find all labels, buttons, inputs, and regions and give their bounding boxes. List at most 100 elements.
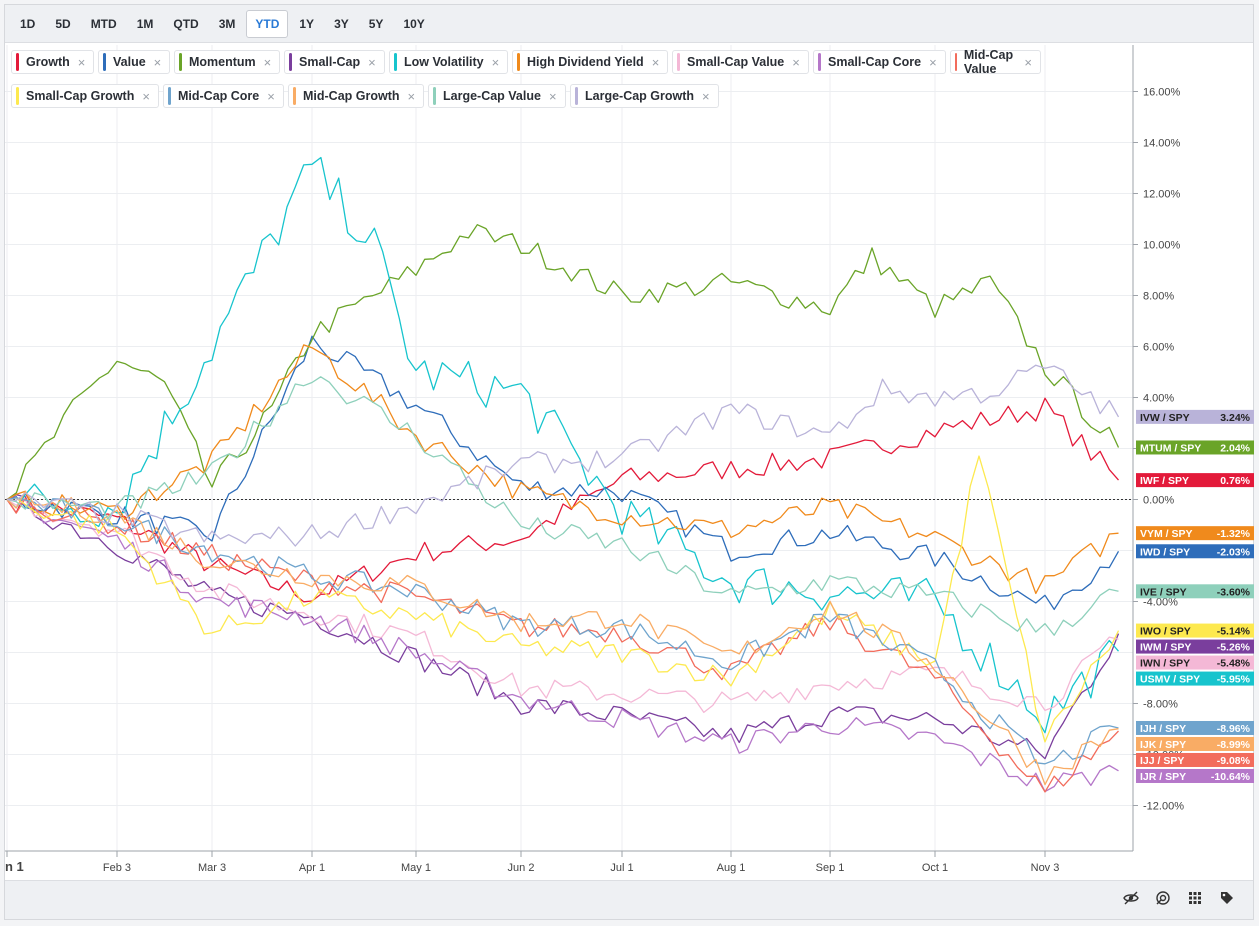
chart-panel: 1D 5D MTD 1M QTD 3M YTD 1Y 3Y 5Y 10Y 16.… <box>4 4 1254 920</box>
close-icon[interactable]: × <box>548 88 557 104</box>
grid <box>5 45 1133 851</box>
legend-label: Small-Cap Growth <box>26 89 135 103</box>
range-10y-button[interactable]: 10Y <box>403 16 425 31</box>
value-tag-ticker: IWM / SPY <box>1140 642 1191 654</box>
x-tick-label: Aug 1 <box>717 862 746 874</box>
legend-label: Large-Cap Growth <box>585 89 695 103</box>
legend-color-swatch <box>517 53 520 71</box>
value-tag-value: -9.08% <box>1217 755 1251 767</box>
value-tag-ticker: IWF / SPY <box>1140 475 1189 487</box>
grid-icon[interactable] <box>1187 890 1203 909</box>
close-icon[interactable]: × <box>702 88 710 104</box>
legend-color-swatch <box>818 53 821 71</box>
legend-color-swatch <box>168 87 171 105</box>
legend-color-swatch <box>289 53 292 71</box>
close-icon[interactable]: × <box>142 88 150 104</box>
close-icon[interactable]: × <box>263 54 272 70</box>
value-tag: IWN / SPY -5.48% <box>1136 655 1254 670</box>
value-tag-value: -2.03% <box>1217 546 1251 558</box>
value-tag-bg <box>1136 623 1254 638</box>
x-tick-label: Mar 3 <box>198 862 226 874</box>
legend-color-swatch <box>293 87 296 105</box>
range-mtd-button[interactable]: MTD <box>90 16 117 31</box>
range-ytd-button[interactable]: YTD <box>246 9 289 38</box>
range-qtd-button[interactable]: QTD <box>173 16 199 31</box>
close-icon[interactable]: × <box>77 54 86 70</box>
legend-chip-large-cap-value[interactable]: Large-Cap Value × <box>428 84 566 108</box>
legend-chip-small-cap-growth[interactable]: Small-Cap Growth × <box>11 84 159 108</box>
value-tag-bg <box>1136 584 1254 599</box>
series-line-mid-cap-growth <box>6 490 1119 786</box>
legend-chip-growth[interactable]: Growth × <box>11 50 95 74</box>
legend-chip-small-cap-core[interactable]: Small-Cap Core × <box>813 50 946 74</box>
range-5d-button[interactable]: 5D <box>55 16 71 31</box>
value-tag-value: -3.60% <box>1217 586 1251 598</box>
range-5y-button[interactable]: 5Y <box>368 16 384 31</box>
legend-color-swatch <box>677 53 680 71</box>
value-tag: IJJ / SPY -9.08% <box>1136 752 1254 767</box>
range-3y-button[interactable]: 3Y <box>334 16 349 31</box>
legend-label: Small-Cap Core <box>828 55 922 69</box>
value-tag-value: 2.04% <box>1220 442 1250 454</box>
x-tick-label: Sep 1 <box>816 862 845 874</box>
legend-label: Small-Cap <box>299 55 361 69</box>
series-line-small-cap-value <box>6 498 1119 714</box>
value-tag-ticker: IVW / SPY <box>1140 412 1190 424</box>
legend-label: Mid-Cap Core <box>178 89 260 103</box>
value-tag-ticker: USMV / SPY <box>1140 674 1200 686</box>
close-icon[interactable]: × <box>651 54 660 70</box>
y-tick-label: 16.00% <box>1143 87 1181 99</box>
value-tag-ticker: IWO / SPY <box>1140 626 1191 638</box>
range-1y-button[interactable]: 1Y <box>299 16 315 31</box>
close-icon[interactable]: × <box>491 54 500 70</box>
x-tick-label: n 1 <box>5 859 24 874</box>
value-tag-ticker: IJJ / SPY <box>1140 755 1184 767</box>
close-icon[interactable]: × <box>153 54 162 70</box>
legend-chip-momentum[interactable]: Momentum × <box>174 50 281 74</box>
close-icon[interactable]: × <box>407 88 416 104</box>
value-tag-bg <box>1136 720 1254 735</box>
legend-chip-value[interactable]: Value × <box>98 50 171 74</box>
series-line-mid-cap-value <box>6 497 1119 793</box>
value-tag-bg <box>1136 409 1254 424</box>
range-1m-button[interactable]: 1M <box>136 16 154 31</box>
eye-off-icon[interactable] <box>1123 890 1139 909</box>
legend-chip-mid-cap-core[interactable]: Mid-Cap Core × <box>163 84 284 108</box>
tag-icon[interactable] <box>1219 890 1235 909</box>
value-tag-bg <box>1136 768 1254 783</box>
range-3m-button[interactable]: 3M <box>218 16 236 31</box>
close-icon[interactable]: × <box>267 88 275 104</box>
value-tag-bg <box>1136 655 1254 670</box>
value-tag-value: -8.99% <box>1217 739 1251 751</box>
legend-label: Small-Cap Value <box>687 55 785 69</box>
y-tick-label: 6.00% <box>1143 342 1174 354</box>
target-icon[interactable] <box>1155 890 1171 909</box>
legend-chip-small-cap-value[interactable]: Small-Cap Value × <box>672 50 809 74</box>
legend-color-swatch <box>394 53 397 71</box>
legend-chip-small-cap[interactable]: Small-Cap × <box>284 50 385 74</box>
y-tick-label: -4.00% <box>1143 597 1178 609</box>
x-tick-label: May 1 <box>401 862 431 874</box>
legend-chip-large-cap-growth[interactable]: Large-Cap Growth × <box>570 84 719 108</box>
value-tag-bg <box>1136 639 1254 654</box>
value-tag: IWO / SPY -5.14% <box>1136 623 1254 638</box>
value-tag-bg <box>1136 440 1254 455</box>
x-tick-label: Feb 3 <box>103 862 131 874</box>
value-tag: IWD / SPY -2.03% <box>1136 544 1254 559</box>
value-tag-ticker: IWN / SPY <box>1140 658 1190 670</box>
value-tag-value: -10.64% <box>1211 771 1251 783</box>
range-1d-button[interactable]: 1D <box>20 16 36 31</box>
legend-chip-high-dividend-yield[interactable]: High Dividend Yield × <box>512 50 669 74</box>
legend-chip-mid-cap-growth[interactable]: Mid-Cap Growth × <box>288 84 425 108</box>
close-icon[interactable]: × <box>929 54 937 70</box>
close-icon[interactable]: × <box>368 54 376 70</box>
legend-chip-mid-cap-value[interactable]: Mid-Cap Value × <box>950 48 1041 76</box>
legend-label: Value <box>113 55 146 69</box>
value-tag: IJH / SPY -8.96% <box>1136 720 1254 735</box>
close-icon[interactable]: × <box>1024 54 1032 70</box>
legend-chip-low-volatility[interactable]: Low Volatility × <box>389 50 509 74</box>
value-tag: VYM / SPY -1.32% <box>1136 526 1254 541</box>
x-tick-label: Jun 2 <box>508 862 535 874</box>
close-icon[interactable]: × <box>792 54 800 70</box>
y-tick-label: -8.00% <box>1143 699 1178 711</box>
